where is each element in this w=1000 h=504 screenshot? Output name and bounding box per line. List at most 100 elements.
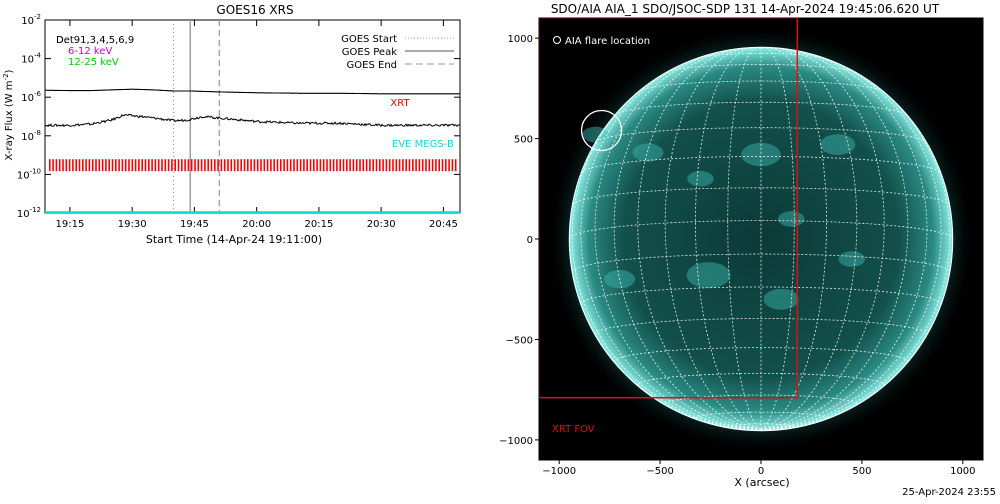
xrt-data-point xyxy=(445,159,447,172)
solar-active-region xyxy=(778,211,805,227)
solar-active-region xyxy=(741,142,781,167)
xrt-data-point xyxy=(247,159,249,172)
solar-active-region xyxy=(686,262,731,289)
xrt-data-point xyxy=(138,159,140,172)
solar-disk xyxy=(569,47,953,431)
xrt-data-point xyxy=(121,159,124,172)
xrt-data-point xyxy=(91,159,94,172)
xrt-data-point xyxy=(72,159,74,172)
xrt-data-point xyxy=(266,159,269,172)
goes-plot-area: 10-2 10-4 10-6 10-8 10-10 10-12 19:15 19:30 19:4… xyxy=(17,13,461,230)
solar-limb xyxy=(568,46,954,432)
xrt-data-point xyxy=(233,159,236,172)
xrt-data-point xyxy=(58,159,61,172)
xrt-data-point xyxy=(385,159,388,172)
xrt-data-point xyxy=(75,159,77,172)
xrt-data-point xyxy=(157,159,160,172)
xrt-data-point xyxy=(171,159,173,172)
goes-y-tick-label: 10-12 xyxy=(17,206,41,220)
xrt-data-point xyxy=(438,159,440,172)
aia-y-tick-label: 0 xyxy=(527,235,533,246)
xrt-data-point xyxy=(167,159,170,172)
goes-y-axis-label: X-ray Flux (W m-2) xyxy=(2,69,15,160)
xrt-series-label: XRT xyxy=(390,98,410,109)
xrt-data-point xyxy=(395,159,398,172)
xrt-data-point xyxy=(283,159,285,172)
xrt-fov-label: XRT FOV xyxy=(552,424,595,435)
goes-x-tick-label: 20:45 xyxy=(429,219,458,230)
xrt-data-point xyxy=(164,159,167,172)
xrt-data-point xyxy=(388,159,391,172)
xrt-data-point xyxy=(181,159,183,172)
xrt-data-point xyxy=(230,159,233,172)
legend-detectors: Det91,3,4,5,6,9 xyxy=(56,35,134,46)
xrt-data-point xyxy=(204,159,206,172)
grid-line xyxy=(613,48,762,431)
goes-x-tick-label: 19:15 xyxy=(55,219,84,230)
grid-line xyxy=(760,50,928,431)
xrt-data-point xyxy=(144,159,147,172)
xrt-data-point xyxy=(174,159,176,172)
xrt-data-point xyxy=(273,159,275,172)
xrt-data-point xyxy=(55,159,58,172)
grid-line xyxy=(694,47,762,431)
xrt-data-point xyxy=(124,159,127,172)
xrt-data-point xyxy=(375,159,378,172)
xrt-data-point xyxy=(78,159,81,172)
xrt-data-point xyxy=(207,159,209,172)
xrt-data-point xyxy=(243,159,246,172)
aia-x-tick-label: −500 xyxy=(646,466,673,477)
xrt-data-point xyxy=(65,159,68,172)
xrt-data-point xyxy=(332,159,335,172)
goes-y-tick-label: 10-8 xyxy=(21,129,41,143)
xrt-data-point xyxy=(49,159,51,172)
xrt-data-point xyxy=(441,159,444,172)
legend-6-12kev: 6-12 keV xyxy=(68,46,112,57)
xrt-data-point xyxy=(270,159,272,172)
flare-legend-label: AIA flare location xyxy=(565,36,650,47)
xrt-data-point xyxy=(105,159,107,172)
grid-line xyxy=(760,47,828,431)
xrt-data-point xyxy=(349,159,351,172)
grid-line xyxy=(664,47,762,431)
aia-y-tick-label: −500 xyxy=(506,335,533,346)
heliographic-grid xyxy=(568,46,954,431)
legend-det-overlap: D. xyxy=(56,35,67,46)
xrt-data-point xyxy=(306,159,308,172)
goes-x-axis-label: Start Time (14-Apr-24 19:11:00) xyxy=(146,233,322,246)
xrt-data-point xyxy=(372,159,374,172)
flare-legend-icon xyxy=(553,36,561,44)
grid-line xyxy=(595,127,927,143)
goes-x-tick-label: 20:15 xyxy=(304,219,333,230)
xrt-data-point xyxy=(177,159,180,172)
xrt-data-point xyxy=(402,159,404,172)
xrt-data-point xyxy=(293,159,295,172)
goes-y-tick-label: 10-4 xyxy=(21,52,41,66)
aia-y-tick-label: 1000 xyxy=(508,34,533,45)
xrt-data-point xyxy=(68,159,71,172)
xrt-data-point xyxy=(85,159,87,172)
aia-flare-marker xyxy=(580,109,623,152)
goes-xrs-panel: GOES16 XRS Start Time (14-Apr-24 19:11:0… xyxy=(0,0,470,260)
xrt-data-point xyxy=(421,159,424,172)
legend-12-25kev: 12-25 keV xyxy=(68,57,119,68)
xrt-data-point xyxy=(379,159,381,172)
xrt-data-point xyxy=(398,159,401,172)
xrt-data-point xyxy=(184,159,186,172)
xrt-data-point xyxy=(101,159,104,172)
grid-line xyxy=(760,71,951,431)
xrt-data-point xyxy=(336,159,338,172)
xrt-data-point xyxy=(227,159,229,172)
xrt-data-point xyxy=(141,159,143,172)
aia-y-tick-label: 500 xyxy=(514,135,533,146)
xrt-data-point xyxy=(435,159,437,172)
xrt-data-point xyxy=(62,159,64,172)
aia-x-tick-label: 1000 xyxy=(950,466,975,477)
goes-chart-title: GOES16 XRS xyxy=(216,3,293,17)
xrt-data-point xyxy=(187,159,190,172)
goes-legend-label: GOES End xyxy=(347,60,397,71)
xrt-data-point xyxy=(352,159,355,172)
xrt-data-point xyxy=(194,159,196,172)
xrt-data-point xyxy=(210,159,213,172)
xrt-data-point xyxy=(214,159,216,172)
